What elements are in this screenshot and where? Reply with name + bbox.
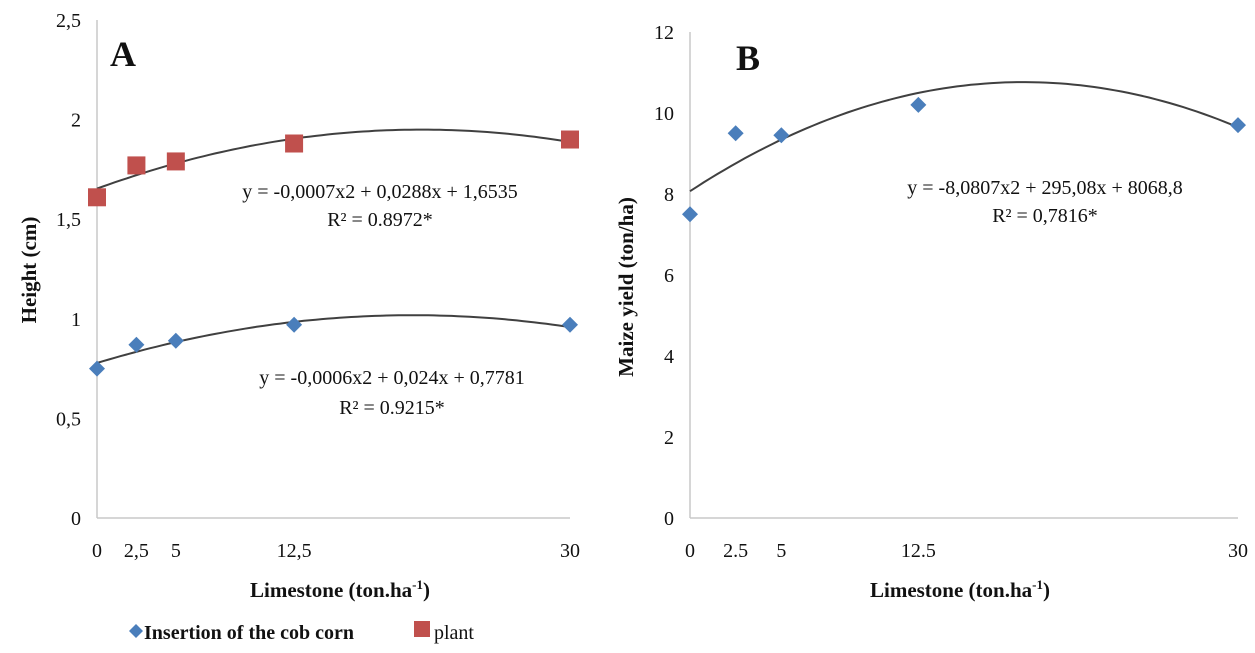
panel-a-x-axis-title-end: ) bbox=[423, 578, 430, 602]
x-tick-label: 30 bbox=[560, 540, 580, 562]
x-tick-label: 0 bbox=[92, 540, 102, 562]
y-tick-label: 0 bbox=[71, 508, 81, 530]
panel-a: 0 0,5 1 1,5 2 2,5 0 2,5 5 12,5 30 A Height (cm) L… bbox=[17, 10, 580, 602]
panel-a-y-ticks: 0 0,5 1 1,5 2 2,5 bbox=[56, 10, 81, 530]
y-tick-label: 12 bbox=[654, 22, 674, 44]
y-tick-label: 2,5 bbox=[56, 10, 81, 32]
panel-b-x-axis-title-sup: -1 bbox=[1032, 577, 1043, 592]
panel-b-x-ticks: 0 2.5 5 12.5 30 bbox=[685, 540, 1248, 562]
legend: Insertion of the cob corn plant bbox=[129, 621, 474, 644]
legend-plant-label: plant bbox=[434, 622, 474, 644]
x-tick-label: 5 bbox=[171, 540, 181, 562]
x-tick-label: 30 bbox=[1228, 540, 1248, 562]
panel-b-x-axis-title-end: ) bbox=[1043, 578, 1050, 602]
trendline bbox=[96, 314, 571, 364]
panel-b-r2: R² = 0,7816* bbox=[992, 205, 1098, 227]
panel-b-x-axis-title-main: Limestone (ton.ha bbox=[870, 578, 1033, 602]
y-tick-label: 2 bbox=[664, 427, 674, 449]
data-point-insertion bbox=[286, 316, 303, 333]
panel-a-plant-equation: y = -0,0007x2 + 0,0288x + 1,6535 bbox=[242, 181, 518, 203]
data-point-yield bbox=[910, 96, 927, 113]
trendline bbox=[689, 81, 1239, 193]
x-tick-label: 2,5 bbox=[124, 540, 149, 562]
y-tick-label: 4 bbox=[664, 346, 674, 368]
y-tick-label: 10 bbox=[654, 103, 674, 125]
panel-a-x-ticks: 0 2,5 5 12,5 30 bbox=[92, 540, 580, 562]
panel-a-x-axis-title: Limestone (ton.ha-1) bbox=[250, 577, 430, 602]
data-point-insertion bbox=[167, 332, 184, 349]
panel-a-x-axis-title-main: Limestone (ton.ha bbox=[250, 578, 413, 602]
y-tick-label: 0 bbox=[664, 508, 674, 530]
panel-a-x-axis-title-sup: -1 bbox=[412, 577, 423, 592]
data-point-insertion bbox=[562, 316, 578, 333]
panel-b-points bbox=[682, 96, 1246, 223]
panel-a-insertion-r2: R² = 0.9215* bbox=[339, 397, 445, 419]
y-tick-label: 1,5 bbox=[56, 209, 81, 231]
data-point-plant bbox=[166, 152, 185, 171]
y-tick-label: 0,5 bbox=[56, 408, 81, 430]
data-point-plant bbox=[285, 134, 304, 153]
data-point-insertion bbox=[128, 336, 145, 353]
panel-b-trendlines bbox=[689, 81, 1239, 193]
data-point-yield bbox=[682, 206, 698, 223]
data-point-plant bbox=[561, 130, 579, 149]
data-point-yield bbox=[727, 125, 744, 142]
y-tick-label: 1 bbox=[71, 309, 81, 331]
legend-plant-marker bbox=[414, 621, 430, 637]
panel-b-y-axis-title: Maize yield (ton/ha) bbox=[614, 197, 638, 377]
y-tick-label: 2 bbox=[71, 110, 81, 132]
x-tick-label: 0 bbox=[685, 540, 695, 562]
data-point-insertion bbox=[89, 360, 105, 377]
x-tick-label: 12,5 bbox=[277, 540, 312, 562]
data-point-yield bbox=[773, 127, 790, 144]
panel-b-x-axis-title: Limestone (ton.ha-1) bbox=[870, 577, 1050, 602]
data-point-yield bbox=[1230, 117, 1246, 134]
data-point-plant bbox=[88, 188, 106, 207]
panel-b-equation: y = -8,0807x2 + 295,08x + 8068,8 bbox=[907, 177, 1183, 199]
legend-insertion-label: Insertion of the cob corn bbox=[144, 622, 354, 644]
data-point-plant bbox=[127, 156, 146, 175]
panel-a-plant-r2: R² = 0.8972* bbox=[327, 209, 433, 231]
x-tick-label: 12.5 bbox=[901, 540, 936, 562]
panel-b-label: B bbox=[736, 38, 760, 78]
panel-a-points bbox=[88, 130, 579, 377]
y-tick-label: 8 bbox=[664, 184, 674, 206]
x-tick-label: 2.5 bbox=[723, 540, 748, 562]
panel-a-y-axis-title: Height (cm) bbox=[17, 217, 41, 324]
legend-insertion-marker bbox=[129, 624, 143, 638]
panel-a-insertion-equation: y = -0,0006x2 + 0,024x + 0,7781 bbox=[259, 367, 525, 389]
x-tick-label: 5 bbox=[776, 540, 786, 562]
panel-b: 0 2 4 6 8 10 12 0 2.5 5 12.5 30 B Maize yield (ton… bbox=[614, 22, 1248, 602]
panel-a-label: A bbox=[110, 34, 136, 74]
panel-b-y-ticks: 0 2 4 6 8 10 12 bbox=[654, 22, 674, 530]
y-tick-label: 6 bbox=[664, 265, 674, 287]
